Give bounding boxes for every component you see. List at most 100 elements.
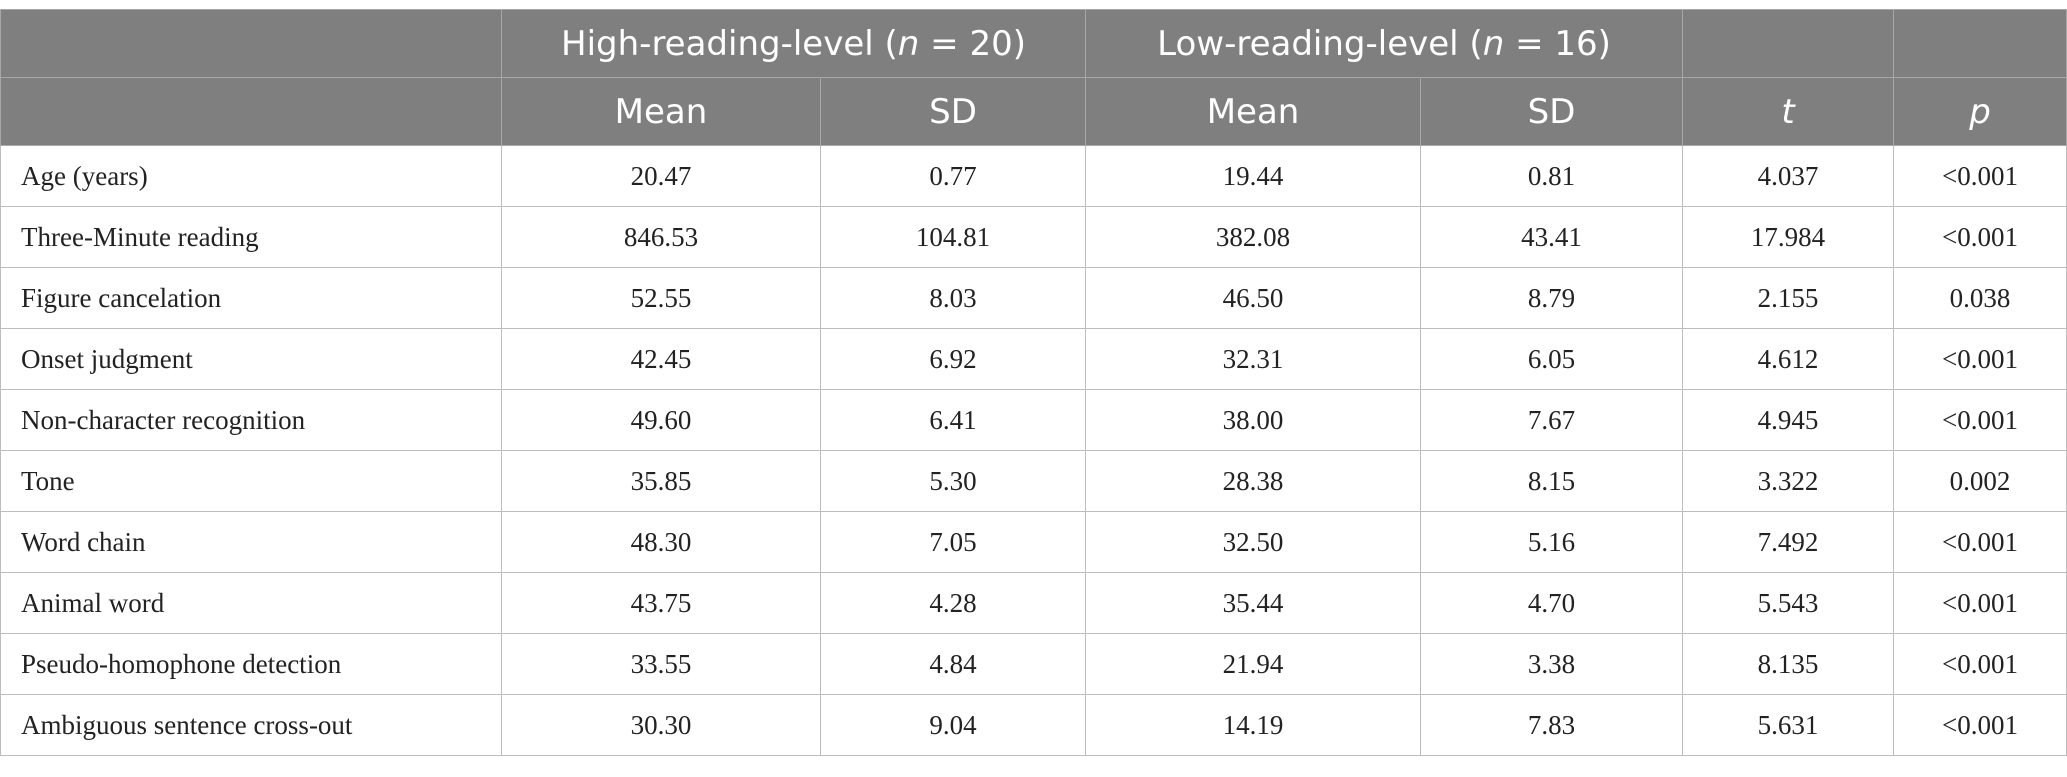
row-label: Figure cancelation <box>0 267 502 329</box>
cell: 0.77 <box>819 145 1087 207</box>
table-row: Animal word 43.75 4.28 35.44 4.70 5.543 <0.001 <box>0 572 2067 634</box>
table-row: Age (years) 20.47 0.77 19.44 0.81 4.037 <0.001 <box>0 145 2067 207</box>
table-body: Age (years) 20.47 0.77 19.44 0.81 4.037 <0.001… <box>0 145 2067 756</box>
cell: 0.002 <box>1893 450 2067 512</box>
table-row: Three-Minute reading 846.53 104.81 382.08 43… <box>0 206 2067 268</box>
row-label: Word chain <box>0 511 502 573</box>
cell: <0.001 <box>1893 694 2067 756</box>
cell: 43.41 <box>1420 206 1684 268</box>
cell: 7.83 <box>1420 694 1684 756</box>
cell: 6.05 <box>1420 328 1684 390</box>
header-cell <box>0 9 502 78</box>
cell: 5.543 <box>1682 572 1895 634</box>
cell: 4.612 <box>1682 328 1895 390</box>
cell: 43.75 <box>501 572 821 634</box>
cell: 49.60 <box>501 389 821 451</box>
cell: 4.037 <box>1682 145 1895 207</box>
group-text: Low-reading-level ( <box>1157 23 1483 64</box>
cell: 7.492 <box>1682 511 1895 573</box>
table-row: Word chain 48.30 7.05 32.50 5.16 7.492 <0.001 <box>0 511 2067 573</box>
results-table: High-reading-level (n = 20) Low-reading-l… <box>0 9 2067 756</box>
cell: 3.38 <box>1420 633 1684 695</box>
cell: 5.631 <box>1682 694 1895 756</box>
group-italic: n <box>897 23 920 64</box>
cell: 35.85 <box>501 450 821 512</box>
row-label: Non-character recognition <box>0 389 502 451</box>
cell: 35.44 <box>1085 572 1422 634</box>
cell: 9.04 <box>819 694 1087 756</box>
group-header-row: High-reading-level (n = 20) Low-reading-l… <box>0 9 2067 78</box>
header-cell <box>1682 9 1895 78</box>
cell: 32.50 <box>1085 511 1422 573</box>
cell: <0.001 <box>1893 633 2067 695</box>
cell: <0.001 <box>1893 206 2067 268</box>
column-header: SD <box>819 77 1087 146</box>
cell: 6.41 <box>819 389 1087 451</box>
cell: 4.84 <box>819 633 1087 695</box>
cell: 33.55 <box>501 633 821 695</box>
column-header: SD <box>1420 77 1684 146</box>
cell: 52.55 <box>501 267 821 329</box>
table-row: Onset judgment 42.45 6.92 32.31 6.05 4.612 <0.… <box>0 328 2067 390</box>
cell: 28.38 <box>1085 450 1422 512</box>
cell: 19.44 <box>1085 145 1422 207</box>
cell: 5.16 <box>1420 511 1684 573</box>
cell: 382.08 <box>1085 206 1422 268</box>
cell: 8.135 <box>1682 633 1895 695</box>
cell: 4.945 <box>1682 389 1895 451</box>
table-row: Figure cancelation 52.55 8.03 46.50 8.79 2.15… <box>0 267 2067 329</box>
cell: <0.001 <box>1893 389 2067 451</box>
table-row: Non-character recognition 49.60 6.41 38.00 7… <box>0 389 2067 451</box>
column-header-row: Mean SD Mean SD t p <box>0 77 2067 146</box>
cell: 17.984 <box>1682 206 1895 268</box>
group-header: Low-reading-level (n = 16) <box>1085 9 1684 78</box>
cell: 30.30 <box>501 694 821 756</box>
row-label: Animal word <box>0 572 502 634</box>
table-row: Tone 35.85 5.30 28.38 8.15 3.322 0.002 <box>0 450 2067 512</box>
cell: 14.19 <box>1085 694 1422 756</box>
column-header: t <box>1682 77 1895 146</box>
cell: 0.81 <box>1420 145 1684 207</box>
header-cell <box>0 77 502 146</box>
cell: 2.155 <box>1682 267 1895 329</box>
column-header: Mean <box>1085 77 1422 146</box>
cell: <0.001 <box>1893 328 2067 390</box>
cell: 6.92 <box>819 328 1087 390</box>
header-cell <box>1893 9 2067 78</box>
cell: <0.001 <box>1893 145 2067 207</box>
row-label: Age (years) <box>0 145 502 207</box>
cell: 7.67 <box>1420 389 1684 451</box>
row-label: Pseudo-homophone detection <box>0 633 502 695</box>
cell: 7.05 <box>819 511 1087 573</box>
column-header: p <box>1893 77 2067 146</box>
cell: 3.322 <box>1682 450 1895 512</box>
cell: 38.00 <box>1085 389 1422 451</box>
cell: 48.30 <box>501 511 821 573</box>
cell: 32.31 <box>1085 328 1422 390</box>
table-row: Pseudo-homophone detection 33.55 4.84 21.94… <box>0 633 2067 695</box>
row-label: Onset judgment <box>0 328 502 390</box>
cell: 846.53 <box>501 206 821 268</box>
cell: <0.001 <box>1893 511 2067 573</box>
table-row: Ambiguous sentence cross-out 30.30 9.04 14.… <box>0 694 2067 756</box>
row-label: Ambiguous sentence cross-out <box>0 694 502 756</box>
group-italic: n <box>1482 23 1505 64</box>
row-label: Tone <box>0 450 502 512</box>
cell: 4.28 <box>819 572 1087 634</box>
cell: 104.81 <box>819 206 1087 268</box>
cell: 5.30 <box>819 450 1087 512</box>
cell: 42.45 <box>501 328 821 390</box>
cell: 20.47 <box>501 145 821 207</box>
group-text: = 16) <box>1504 23 1611 64</box>
cell: 21.94 <box>1085 633 1422 695</box>
cell: 8.79 <box>1420 267 1684 329</box>
group-header: High-reading-level (n = 20) <box>500 9 1087 78</box>
cell: 8.03 <box>819 267 1087 329</box>
cell: 8.15 <box>1420 450 1684 512</box>
cell: 46.50 <box>1085 267 1422 329</box>
group-text: High-reading-level ( <box>561 23 898 64</box>
cell: 0.038 <box>1893 267 2067 329</box>
cell: 4.70 <box>1420 572 1684 634</box>
column-header: Mean <box>501 77 821 146</box>
